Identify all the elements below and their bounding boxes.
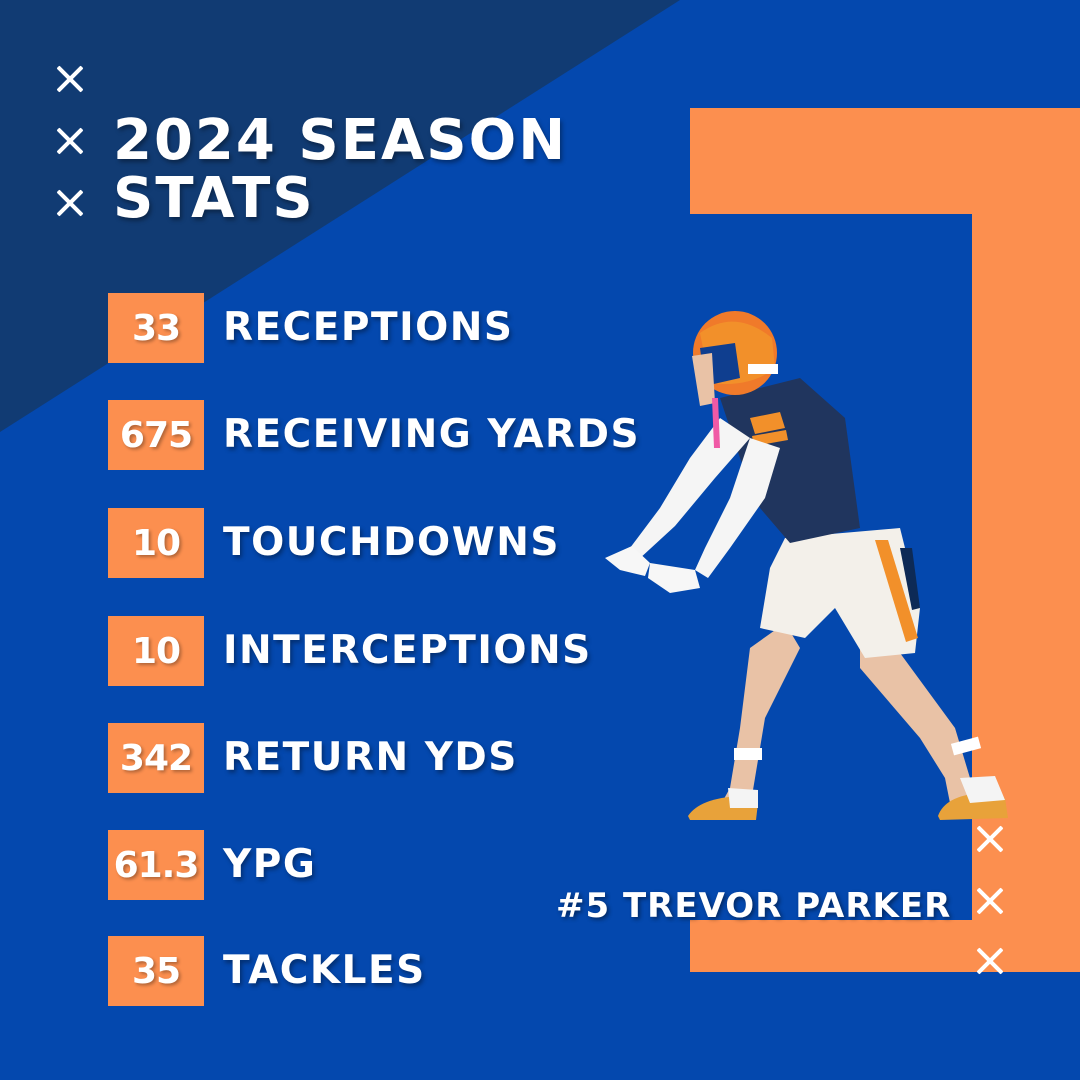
x-icon (975, 824, 1005, 854)
stat-value: 33 (108, 293, 204, 363)
x-icon (975, 946, 1005, 976)
stat-row-return-yds: 342 RETURN YDS (108, 723, 668, 793)
stat-row-receptions: 33 RECEPTIONS (108, 293, 668, 363)
stat-row-receiving-yards: 675 RECEIVING YARDS (108, 400, 668, 470)
stat-value: 35 (108, 936, 204, 1006)
stat-row-interceptions: 10 INTERCEPTIONS (108, 616, 668, 686)
stat-value: 10 (108, 616, 204, 686)
stat-label: TOUCHDOWNS (223, 520, 560, 565)
title-line-2: STATS (113, 166, 315, 231)
x-icon (55, 64, 85, 94)
x-icon (55, 126, 85, 156)
player-name: #5 TREVOR PARKER (556, 886, 952, 926)
stat-value: 675 (108, 400, 204, 470)
stat-label: RECEPTIONS (223, 305, 514, 350)
stat-label: RETURN YDS (223, 735, 518, 780)
stat-label: RECEIVING YARDS (223, 412, 641, 457)
stat-value: 10 (108, 508, 204, 578)
stat-label: INTERCEPTIONS (223, 628, 592, 673)
stat-row-tackles: 35 TACKLES (108, 936, 668, 1006)
stat-label: TACKLES (223, 948, 426, 993)
stat-label: YPG (223, 842, 317, 887)
page-title: 2024 SEASON STATS (113, 112, 567, 228)
stat-row-ypg: 61.3 YPG (108, 830, 668, 900)
stat-value: 342 (108, 723, 204, 793)
stat-value: 61.3 (108, 830, 204, 900)
stat-row-touchdowns: 10 TOUCHDOWNS (108, 508, 668, 578)
orange-frame (690, 108, 1080, 972)
player-photo (605, 311, 1008, 820)
x-icon (55, 188, 85, 218)
x-icon (975, 886, 1005, 916)
title-line-1: 2024 SEASON (113, 108, 568, 173)
